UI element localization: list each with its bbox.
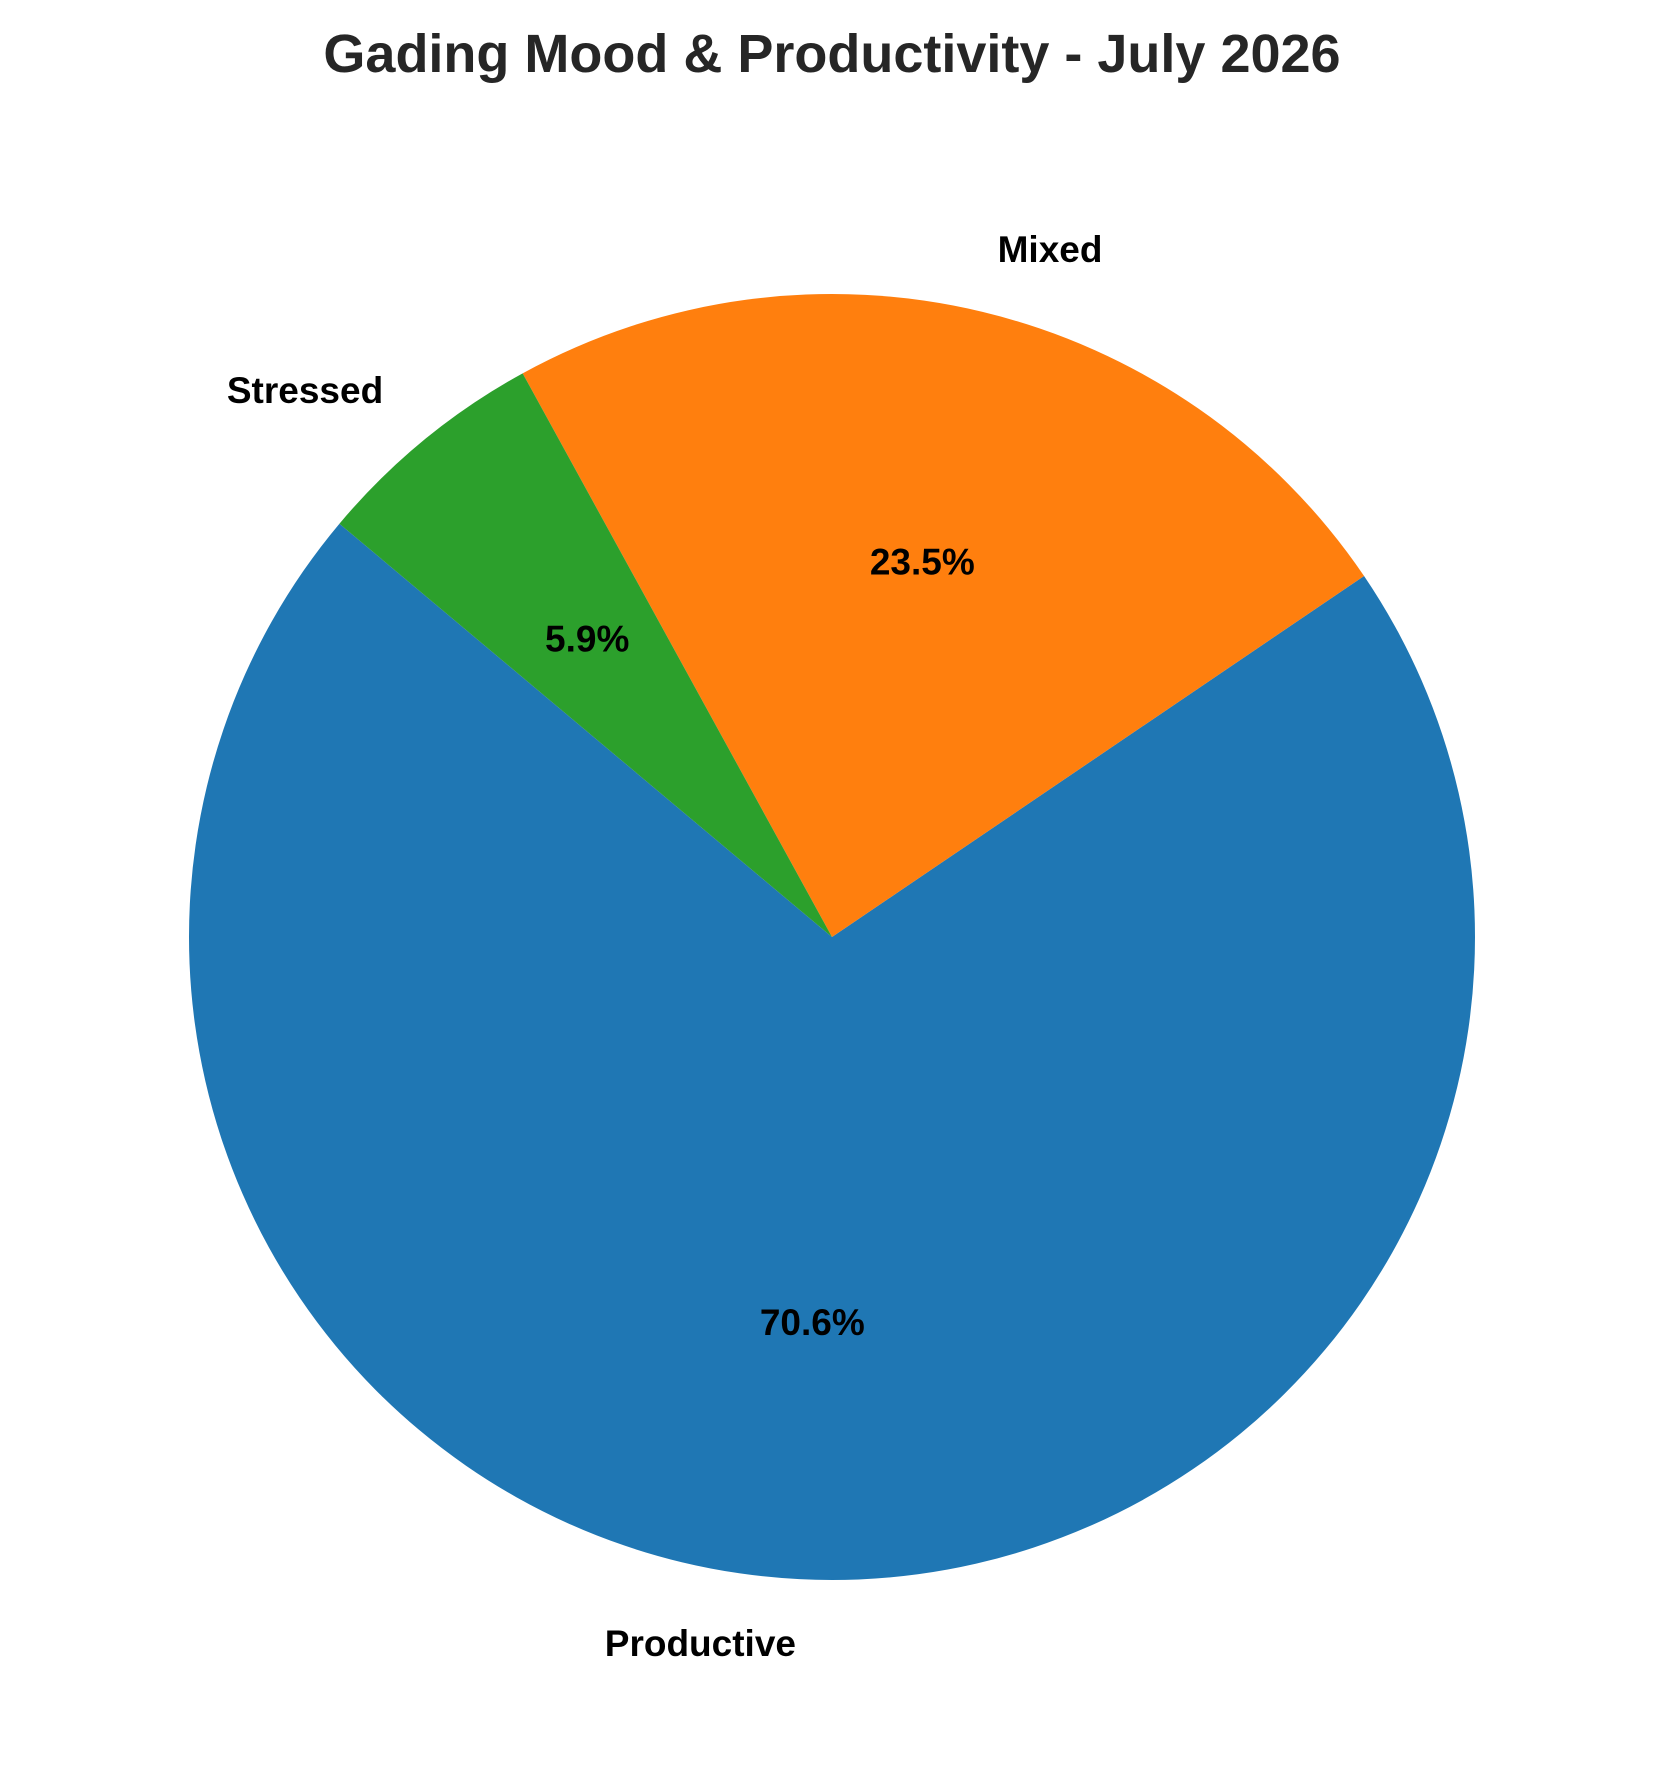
percent-label-productive: 70.6% xyxy=(760,1302,865,1343)
percent-label-mixed: 23.5% xyxy=(870,541,975,582)
pie-slice-mixed xyxy=(522,294,1365,937)
pie-labels: Productive 70.6% Mixed 23.5% Stressed 5.9% xyxy=(227,229,1103,1664)
percent-label-stressed: 5.9% xyxy=(545,618,629,659)
chart-title: Gading Mood & Productivity - July 2026 xyxy=(323,24,1340,84)
pie-slice-productive xyxy=(188,523,1475,1581)
slice-label-productive: Productive xyxy=(605,1623,796,1664)
pie-slice-stressed xyxy=(339,373,832,937)
slice-label-mixed: Mixed xyxy=(998,229,1103,270)
slice-label-stressed: Stressed xyxy=(227,370,383,411)
pie-slices xyxy=(188,294,1475,1581)
